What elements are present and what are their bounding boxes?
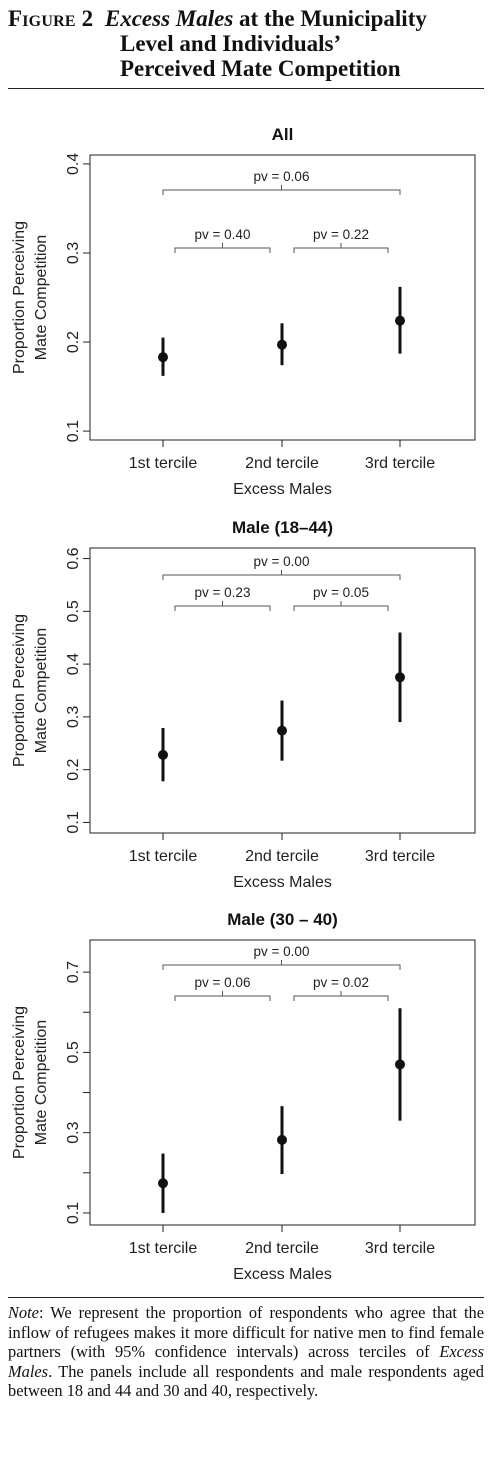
y-axis-label-line-2: Mate Competition: [33, 1020, 50, 1145]
pvalue-label: pv = 0.02: [313, 975, 369, 990]
chart-male-30-40: Male (30 – 40) 0.1 0.3 0.5 0.7 Proportion Per…: [11, 910, 476, 1283]
plot-frame: [89, 939, 476, 1226]
y-tick-label: 0.2: [65, 331, 82, 353]
pvalue-bracket-line: [174, 247, 271, 253]
figure-title-line-1: Figure 2 Excess Males at the Municipalit…: [8, 6, 484, 31]
note-label: Note: [8, 1303, 39, 1322]
x-tick-label: 1st tercile: [129, 1240, 198, 1257]
data-point: [158, 1178, 168, 1189]
data-point: [277, 339, 287, 350]
figure-note: Note: We represent the proportion of res…: [8, 1303, 484, 1401]
figure-title-italic: Excess Males: [104, 6, 234, 31]
x-tick-label: 2nd tercile: [245, 455, 319, 472]
note-text-2: . The panels include all respondents and…: [8, 1361, 484, 1401]
x-tick-label: 1st tercile: [129, 848, 198, 865]
pvalue-bracket: pv = 0.02: [293, 975, 389, 1001]
pvalue-label: pv = 0.06: [195, 975, 251, 990]
note-text-italic: Excess Males: [8, 1342, 484, 1381]
y-tick-label: 0.1: [65, 811, 82, 833]
y-tick-label: 0.6: [65, 547, 82, 569]
y-tick-label: 0.2: [65, 758, 82, 780]
plot-frame: [89, 547, 476, 834]
pvalue-bracket-line: [162, 189, 401, 195]
y-axis-label-line-2: Mate Competition: [33, 235, 50, 360]
x-tick-label: 3rd tercile: [365, 455, 435, 472]
data-point: [277, 725, 287, 736]
data-point: [158, 749, 168, 760]
x-axis-label: Excess Males: [233, 1266, 332, 1283]
y-tick-label: 0.4: [65, 653, 82, 675]
note-rule: [8, 1297, 484, 1298]
pvalue-label: pv = 0.22: [313, 227, 369, 242]
pvalue-bracket-line: [174, 995, 271, 1001]
pvalue-bracket-line: [162, 964, 401, 970]
figure-number: Figure 2: [8, 6, 94, 31]
pvalue-bracket-line: [162, 574, 401, 580]
y-tick-label: 0.3: [65, 1121, 82, 1143]
y-axis-label-line-1: Proportion Perceiving: [11, 1006, 28, 1159]
y-tick-label: 0.5: [65, 600, 82, 622]
y-tick-label: 0.7: [65, 961, 82, 983]
pvalue-bracket: pv = 0.00: [162, 554, 401, 580]
pvalue-bracket: pv = 0.40: [174, 227, 271, 253]
y-tick-label: 0.1: [65, 1202, 82, 1224]
y-axis-label-line-1: Proportion Perceiving: [11, 221, 28, 374]
pvalue-bracket-line: [174, 605, 271, 611]
title-rule: [8, 88, 484, 89]
data-point: [395, 1059, 405, 1070]
chart-title: All: [272, 125, 294, 144]
data-point: [395, 672, 405, 683]
pvalue-label: pv = 0.23: [195, 585, 251, 600]
x-tick-label: 3rd tercile: [365, 1240, 435, 1257]
pvalue-bracket: pv = 0.06: [162, 169, 401, 195]
figure-title-line-2: Level and Individuals’: [120, 31, 342, 56]
pvalue-label: pv = 0.00: [254, 554, 310, 569]
pvalue-bracket-line: [293, 247, 389, 253]
chart-all: All 0.1 0.2 0.3 0.4 Proportion Perceiving Mate…: [11, 125, 476, 498]
y-axis-label-line-2: Mate Competition: [33, 628, 50, 753]
data-point: [395, 315, 405, 326]
figure-title: Figure 2 Excess Males at the Municipalit…: [8, 6, 484, 81]
y-tick-label: 0.1: [65, 420, 82, 442]
y-tick-label: 0.3: [65, 242, 82, 264]
x-axis-label: Excess Males: [233, 874, 332, 891]
pvalue-bracket: pv = 0.23: [174, 585, 271, 611]
x-tick-label: 3rd tercile: [365, 848, 435, 865]
y-axis-label-line-1: Proportion Perceiving: [11, 614, 28, 767]
data-point: [277, 1134, 287, 1145]
x-tick-label: 1st tercile: [129, 455, 198, 472]
chart-title: Male (30 – 40): [227, 910, 338, 929]
y-tick-label: 0.5: [65, 1041, 82, 1063]
figure-title-line-3: Perceived Mate Competition: [120, 56, 401, 81]
note-text-1: : We represent the proportion of respond…: [8, 1303, 484, 1362]
data-point: [158, 352, 168, 363]
x-tick-label: 2nd tercile: [245, 848, 319, 865]
pvalue-bracket: pv = 0.22: [293, 227, 389, 253]
y-tick-label: 0.3: [65, 706, 82, 728]
x-tick-label: 2nd tercile: [245, 1240, 319, 1257]
pvalue-label: pv = 0.40: [195, 227, 251, 242]
x-axis-label: Excess Males: [233, 481, 332, 498]
chart-male-18-44: Male (18–44) 0.1 0.2 0.3 0.4 0.5 0.6 Proportion…: [11, 518, 476, 891]
pvalue-bracket-line: [293, 995, 389, 1001]
pvalue-bracket-line: [293, 605, 389, 611]
pvalue-label: pv = 0.06: [254, 169, 310, 184]
pvalue-label: pv = 0.05: [313, 585, 369, 600]
y-tick-label: 0.4: [65, 153, 82, 175]
pvalue-bracket: pv = 0.00: [162, 944, 401, 970]
pvalue-bracket: pv = 0.06: [174, 975, 271, 1001]
plot-frame: [89, 154, 476, 441]
pvalue-bracket: pv = 0.05: [293, 585, 389, 611]
figure-title-line1-rest: at the Municipality: [239, 6, 427, 31]
chart-title: Male (18–44): [232, 518, 333, 537]
pvalue-label: pv = 0.00: [254, 944, 310, 959]
